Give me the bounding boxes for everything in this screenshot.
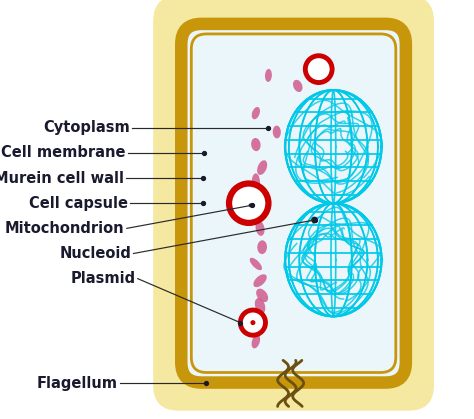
Ellipse shape xyxy=(265,69,272,82)
Ellipse shape xyxy=(252,173,260,191)
Ellipse shape xyxy=(257,241,267,254)
Ellipse shape xyxy=(256,289,268,302)
Ellipse shape xyxy=(255,298,265,314)
Circle shape xyxy=(250,320,255,325)
Circle shape xyxy=(305,56,332,83)
Ellipse shape xyxy=(248,203,255,207)
FancyBboxPatch shape xyxy=(181,24,406,383)
Ellipse shape xyxy=(252,107,260,119)
Circle shape xyxy=(229,184,268,223)
Text: Murein cell wall: Murein cell wall xyxy=(0,171,124,186)
Ellipse shape xyxy=(254,274,267,287)
Circle shape xyxy=(240,310,265,335)
Text: Plasmid: Plasmid xyxy=(71,271,136,286)
Ellipse shape xyxy=(250,258,262,270)
Text: Cell membrane: Cell membrane xyxy=(1,145,126,160)
Text: Nucleoid: Nucleoid xyxy=(60,246,131,261)
Text: Cytoplasm: Cytoplasm xyxy=(44,120,130,135)
FancyBboxPatch shape xyxy=(191,34,396,372)
Ellipse shape xyxy=(273,126,281,138)
Ellipse shape xyxy=(293,80,302,92)
Ellipse shape xyxy=(257,160,267,175)
Circle shape xyxy=(311,217,318,223)
Text: Cell capsule: Cell capsule xyxy=(29,196,128,211)
Text: Mitochondrion: Mitochondrion xyxy=(5,221,125,236)
Ellipse shape xyxy=(252,335,260,348)
FancyBboxPatch shape xyxy=(153,0,434,411)
Ellipse shape xyxy=(251,138,261,151)
Ellipse shape xyxy=(255,221,264,236)
Text: Flagellum: Flagellum xyxy=(36,376,118,391)
